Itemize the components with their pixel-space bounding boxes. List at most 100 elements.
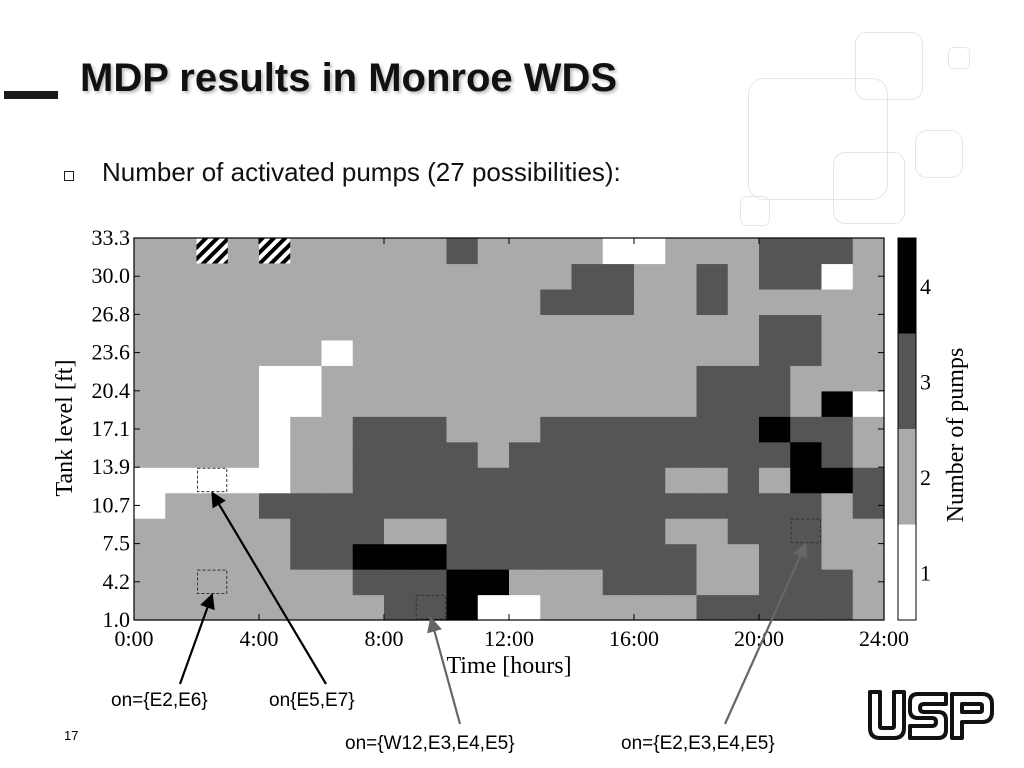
heatmap-cell: [477, 594, 510, 621]
heatmap-cell: [477, 416, 510, 443]
heatmap-cell: [446, 543, 479, 570]
heatmap-cell: [384, 518, 416, 545]
y-tick-label: 17.1: [92, 416, 131, 441]
heatmap-cell: [227, 416, 260, 443]
heatmap-cell: [821, 263, 854, 290]
heatmap-cell: [259, 390, 291, 417]
heatmap-cell: [696, 390, 729, 417]
heatmap-cell: [696, 441, 729, 468]
heatmap-cell: [352, 492, 385, 519]
heatmap-cell: [196, 365, 229, 392]
heatmap-cell: [665, 238, 698, 265]
heatmap-cell: [415, 594, 448, 621]
heatmap-cell: [696, 467, 729, 494]
heatmap-cell: [665, 365, 698, 392]
colorbar-segment: [898, 333, 916, 429]
heatmap-cell: [415, 441, 448, 468]
heatmap-cell: [571, 416, 604, 443]
heatmap-cell: [446, 492, 479, 519]
heatmap-cell: [852, 543, 885, 570]
heatmap-cell: [321, 594, 354, 621]
heatmap-cell: [602, 365, 635, 392]
heatmap-cell: [165, 441, 198, 468]
heatmap-cell: [477, 365, 510, 392]
heatmap-cell: [571, 594, 604, 621]
heatmap-cell: [821, 441, 854, 468]
heatmap-cell: [696, 594, 729, 621]
heatmap-cell: [259, 492, 291, 519]
heatmap-cell: [352, 441, 385, 468]
colorbar-segment: [898, 429, 916, 525]
colorbar-label: Number of pumps: [943, 348, 969, 523]
heatmap-cell: [727, 441, 760, 468]
heatmap-cell: [259, 543, 291, 570]
heatmap-cell: [790, 365, 823, 392]
heatmap-cell: [477, 288, 510, 315]
y-tick-label: 33.3: [92, 225, 131, 250]
heatmap-cell: [415, 416, 448, 443]
heatmap-cell: [634, 339, 666, 366]
heatmap-cell: [196, 441, 229, 468]
heatmap-cell: [290, 467, 323, 494]
heatmap-cell: [290, 518, 323, 545]
annotation-e2-e3-e4-e5: on={E2,E3,E4,E5}: [621, 733, 775, 754]
heatmap-cell: [477, 263, 510, 290]
heatmap-cell: [665, 569, 698, 596]
heatmap-cell: [415, 238, 448, 265]
heatmap-cell: [165, 569, 198, 596]
heatmap-cell: [634, 263, 666, 290]
heatmap-cell: [540, 441, 573, 468]
heatmap-cell: [321, 518, 354, 545]
annotation-arrows: [178, 491, 808, 725]
heatmap-cell: [852, 467, 885, 494]
heatmap-cell: [165, 492, 198, 519]
heatmap-cell: [415, 569, 448, 596]
heatmap-cell: [352, 390, 385, 417]
heatmap-cell: [509, 518, 541, 545]
heatmap-cell: [446, 263, 479, 290]
heatmap-cell: [759, 569, 791, 596]
colorbar-tick-label: 4: [920, 274, 931, 299]
heatmap-cell: [384, 339, 416, 366]
heatmap-cell: [727, 238, 760, 265]
y-axis-label: Tank level [ft]: [52, 360, 78, 497]
heatmap-cell: [665, 594, 698, 621]
heatmap-cell: [259, 518, 291, 545]
heatmap-cell: [321, 314, 354, 341]
annotation-e5-e7: on{E5,E7}: [269, 690, 355, 711]
heatmap-cell: [634, 416, 666, 443]
heatmap-cell: [259, 441, 291, 468]
heatmap-cell: [509, 314, 541, 341]
heatmap-cell: [227, 492, 260, 519]
heatmap-cell: [634, 569, 666, 596]
heatmap-cell: [821, 492, 854, 519]
heatmap-cell: [727, 339, 760, 366]
annotation-e2-e6: on={E2,E6}: [111, 690, 208, 711]
heatmap-cell: [196, 518, 229, 545]
heatmap-cell: [196, 314, 229, 341]
heatmap-cell: [384, 314, 416, 341]
heatmap-cell: [165, 390, 198, 417]
heatmap-cell: [790, 518, 823, 545]
heatmap-cell: [477, 339, 510, 366]
heatmap-cell: [415, 263, 448, 290]
heatmap-cell: [134, 594, 166, 621]
y-tick-label: 1.0: [103, 607, 131, 632]
heatmap-cell: [415, 339, 448, 366]
y-tick-label: 20.4: [92, 378, 131, 403]
colorbar-tick-label: 3: [920, 369, 931, 394]
heatmap-cell: [634, 288, 666, 315]
heatmap-cell: [727, 594, 760, 621]
heatmap-cell: [352, 467, 385, 494]
annotation-arrow: [211, 491, 327, 685]
heatmap-cell: [446, 569, 479, 596]
heatmap-cell: [696, 314, 729, 341]
heatmap-cell: [227, 594, 260, 621]
y-tick-label: 4.2: [103, 569, 131, 594]
heatmap-cell: [665, 263, 698, 290]
heatmap-cell: [509, 263, 541, 290]
heatmap-cell: [790, 339, 823, 366]
heatmap-cell: [540, 594, 573, 621]
heatmap-cell: [696, 238, 729, 265]
annotation-arrow: [427, 616, 462, 725]
